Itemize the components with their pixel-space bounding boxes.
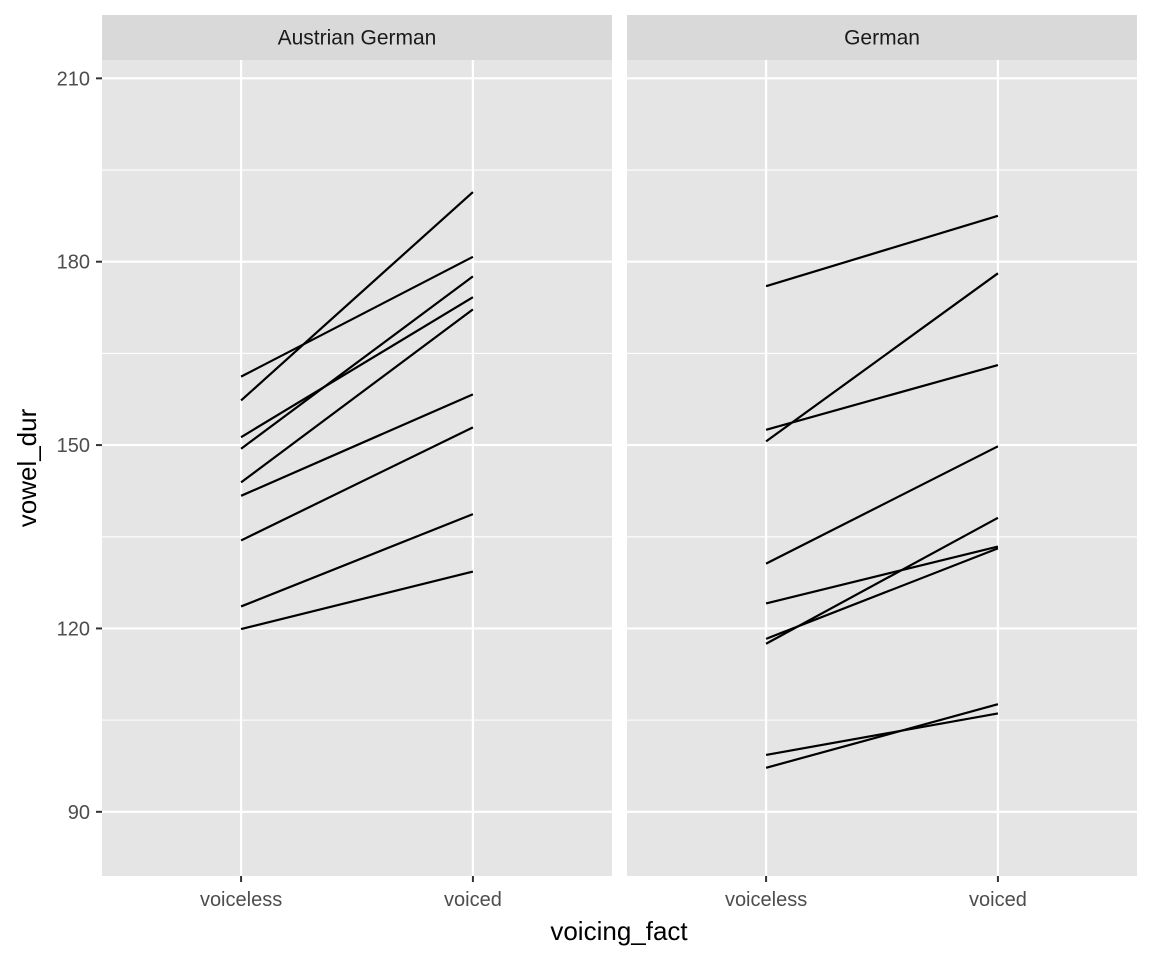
- series-line: [765, 214, 999, 288]
- series-line: [765, 712, 999, 757]
- panel-background: [102, 60, 612, 876]
- series-line: [765, 545, 999, 605]
- y-axis-title: vowel_dur: [12, 408, 42, 527]
- panel-0: Austrian German voiceless voiced: [102, 15, 612, 911]
- series-line: [765, 703, 999, 769]
- x-tick-label: voiceless: [200, 889, 282, 911]
- series-line: [765, 272, 999, 443]
- x-axis-title: voicing_fact: [550, 916, 688, 946]
- panel-1: German voiceless voiced: [627, 15, 1137, 911]
- x-tick-label: voiceless: [725, 889, 807, 911]
- panels-layer: Austrian German voiceless voiced German voic…: [102, 15, 1137, 911]
- series-line: [765, 445, 999, 565]
- series-line: [240, 296, 474, 439]
- series-line: [240, 513, 474, 608]
- panel-background: [627, 60, 1137, 876]
- x-tick-label: voiced: [444, 889, 502, 911]
- series-line: [240, 191, 474, 402]
- series-line: [765, 363, 999, 431]
- panel-title: Austrian German: [278, 27, 437, 50]
- series-line: [765, 516, 999, 645]
- series-line: [240, 426, 474, 542]
- y-tick-label: 90: [68, 802, 90, 824]
- panel-strip: [102, 15, 612, 60]
- series-line: [240, 393, 474, 497]
- series-line: [240, 255, 474, 378]
- panel-title: German: [844, 27, 920, 50]
- y-axis: 90 120 150 180 210: [57, 68, 102, 824]
- y-tick-label: 180: [57, 252, 90, 274]
- series-line: [240, 308, 474, 484]
- panel-strip: [627, 15, 1137, 60]
- series-line: [240, 570, 474, 631]
- y-tick-label: 120: [57, 618, 90, 640]
- y-tick-label: 150: [57, 435, 90, 457]
- series-line: [240, 275, 474, 450]
- y-tick-label: 210: [57, 68, 90, 90]
- x-tick-label: voiced: [969, 889, 1027, 911]
